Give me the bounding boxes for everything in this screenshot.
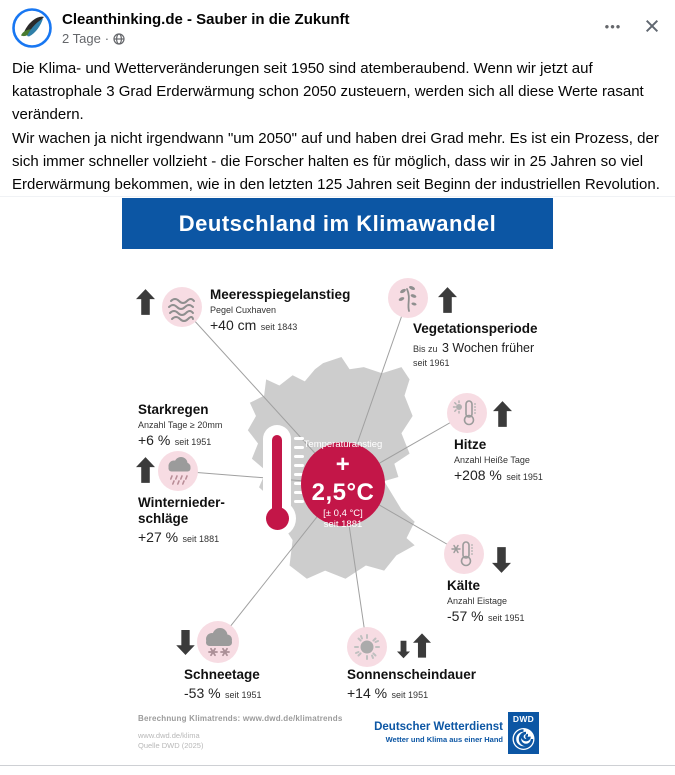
stat-value: +208 % xyxy=(454,467,502,483)
rain-cloud-icon xyxy=(168,457,191,485)
stat-title: Meeresspiegelanstieg xyxy=(210,287,351,302)
infographic-title: Deutschland im Klimawandel xyxy=(178,210,497,236)
stat-winter-precip: Winternieder- schläge +27 % seit 1881 xyxy=(138,495,225,547)
bottom-divider xyxy=(0,765,675,766)
snow-days-circle xyxy=(197,621,239,663)
post-paragraph-1: Die Klima- und Wetterveränderungen seit … xyxy=(12,60,644,123)
stat-subtitle: Anzahl Eistage xyxy=(447,596,508,606)
heat-circle xyxy=(447,393,487,433)
avatar[interactable] xyxy=(12,8,52,48)
stat-value: 3 Wochen früher xyxy=(441,341,535,355)
stat-value: +14 % xyxy=(347,685,388,701)
dwd-spiral-icon xyxy=(512,728,535,750)
center-value: + 2,5°C xyxy=(311,450,375,506)
thermometer-sun-icon xyxy=(452,400,476,426)
stat-heavy-rain: Starkregen Anzahl Tage ≥ 20mm +6 % seit … xyxy=(138,402,222,450)
post-header: Cleanthinking.de - Sauber in die Zukunft… xyxy=(0,0,675,56)
up-arrow-icon xyxy=(136,457,155,483)
stat-title: Kälte xyxy=(447,578,481,593)
dwd-logo-text: DWD xyxy=(512,714,535,724)
credit-source: Quelle DWD (2025) xyxy=(138,741,204,750)
stat-title: Sonnenscheindauer xyxy=(347,667,477,682)
center-label: Temperaturanstieg xyxy=(303,438,383,450)
timestamp[interactable]: 2 Tage xyxy=(62,31,101,46)
stat-since: seit 1881 xyxy=(182,534,220,544)
stat-title-line1: Winternieder- xyxy=(138,495,225,510)
stat-vegetation: Vegetationsperiode Bis zu 3 Wochen frühe… xyxy=(413,321,538,368)
stat-subtitle: Pegel Cuxhaven xyxy=(210,305,277,315)
stat-value: -57 % xyxy=(447,608,484,624)
stat-title-line2: schläge xyxy=(138,511,189,526)
vegetation-circle xyxy=(388,278,428,318)
up-arrow-icon xyxy=(493,401,512,427)
stat-since: seit 1951 xyxy=(391,690,429,700)
temperature-rise-badge: Temperaturanstieg + 2,5°C [± 0,4 °C] sei… xyxy=(301,438,385,530)
waves-icon xyxy=(168,298,195,322)
stat-prefix: Bis zu xyxy=(413,344,438,354)
dwd-logo: DWD xyxy=(508,712,539,754)
stat-snow-days: Schneetage -53 % seit 1951 xyxy=(184,667,262,703)
close-button[interactable]: × xyxy=(644,11,660,41)
stat-since: seit 1843 xyxy=(260,322,298,332)
stat-title: Vegetationsperiode xyxy=(413,321,538,336)
stat-cold: Kälte Anzahl Eistage -57 % seit 1951 xyxy=(447,578,525,626)
dwd-brand-tagline: Wetter und Klima aus einer Hand xyxy=(385,735,503,744)
stat-sea-level: Meeresspiegelanstieg Pegel Cuxhaven +40 … xyxy=(210,287,350,335)
post-paragraph-2: Wir wachen ja nicht irgendwann "um 2050"… xyxy=(12,130,660,193)
sun-icon xyxy=(354,634,380,660)
post-image-infographic[interactable]: Deutschland im Klimawandel xyxy=(0,196,675,766)
stat-value: -53 % xyxy=(184,685,221,701)
stat-title: Schneetage xyxy=(184,667,260,682)
down-arrow-icon xyxy=(176,630,195,655)
stat-heat: Hitze Anzahl Heiße Tage +208 % seit 1951 xyxy=(454,437,543,485)
winter-precip-circle xyxy=(158,451,198,491)
stat-value: +27 % xyxy=(138,529,179,545)
dwd-brand: Deutscher Wetterdienst Wetter und Klima … xyxy=(374,721,503,744)
center-since: seit 1881 xyxy=(323,518,363,530)
globe-icon xyxy=(113,32,125,45)
up-arrow-icon xyxy=(413,633,431,658)
stat-since: seit 1961 xyxy=(413,358,450,368)
stat-since: seit 1951 xyxy=(174,437,212,447)
sunshine-circle xyxy=(347,627,387,667)
avatar-logo-icon xyxy=(12,8,52,48)
thermometer-snowflake-icon xyxy=(451,541,473,567)
credit-trends: Berechnung Klimatrends: www.dwd.de/klima… xyxy=(138,714,343,723)
stat-title: Starkregen xyxy=(138,402,209,417)
stat-since: seit 1951 xyxy=(506,472,543,482)
stat-since: seit 1951 xyxy=(225,690,262,700)
post-meta: 2 Tage · xyxy=(62,31,125,46)
stat-subtitle: Anzahl Tage ≥ 20mm xyxy=(138,420,223,430)
stat-value: +6 % xyxy=(138,432,171,448)
up-arrow-icon xyxy=(438,287,457,313)
credit-url: www.dwd.de/klima xyxy=(138,731,200,740)
stat-since: seit 1951 xyxy=(488,613,525,623)
author-name[interactable]: Cleanthinking.de - Sauber in die Zukunft xyxy=(62,11,350,28)
post-menu-button[interactable]: ••• xyxy=(604,19,622,34)
cold-circle xyxy=(444,534,484,574)
down-arrow-icon xyxy=(492,547,511,573)
sea-level-circle xyxy=(162,287,202,327)
infographic-title-banner: Deutschland im Klimawandel xyxy=(122,198,553,249)
dwd-brand-name: Deutscher Wetterdienst xyxy=(374,721,503,733)
meta-separator: · xyxy=(104,31,110,46)
stat-subtitle: Anzahl Heiße Tage xyxy=(454,455,530,465)
stat-title: Hitze xyxy=(454,437,487,452)
up-arrow-icon xyxy=(136,289,155,315)
stat-value: +40 cm xyxy=(210,317,257,333)
down-arrow-small-icon xyxy=(397,640,410,659)
plant-icon xyxy=(398,285,417,312)
stat-sunshine: Sonnenscheindauer +14 % seit 1951 xyxy=(347,667,476,703)
center-uncertainty: [± 0,4 °C] xyxy=(323,507,363,519)
snow-cloud-icon xyxy=(206,628,232,657)
